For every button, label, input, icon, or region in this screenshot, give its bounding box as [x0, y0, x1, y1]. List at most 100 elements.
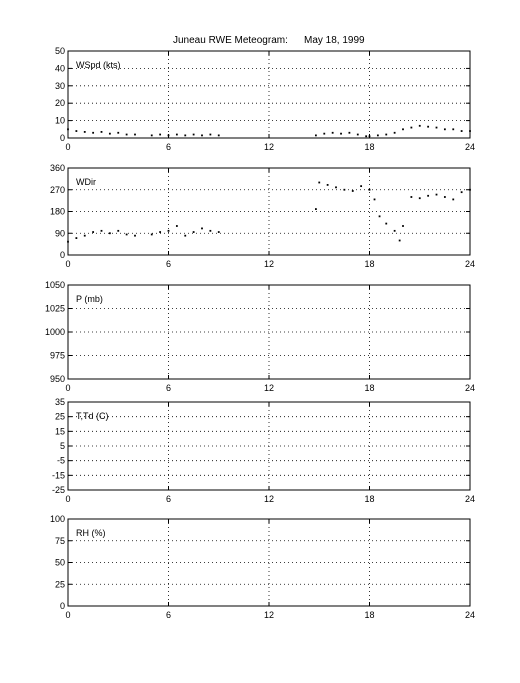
data-point	[318, 181, 321, 184]
data-point	[125, 233, 128, 236]
x-tick-label: 24	[465, 383, 475, 393]
x-tick-label: 12	[264, 610, 274, 620]
data-point	[418, 124, 421, 127]
y-tick-label: 5	[60, 441, 65, 451]
data-point	[159, 133, 162, 136]
panel-label: WSpd (kts)	[76, 60, 121, 70]
data-point	[175, 225, 178, 227]
x-tick-label: 18	[364, 142, 374, 152]
data-point	[427, 125, 430, 128]
panel-label: P (mb)	[76, 294, 103, 304]
data-point	[108, 132, 111, 135]
data-point	[217, 134, 220, 137]
data-point	[184, 234, 187, 237]
data-point	[326, 184, 329, 186]
data-point	[117, 229, 120, 232]
data-point	[167, 134, 170, 137]
data-point	[125, 133, 128, 136]
data-point	[378, 215, 381, 218]
data-point	[348, 131, 351, 134]
y-tick-label: -25	[52, 485, 65, 495]
x-tick-label: 12	[264, 259, 274, 269]
x-tick-label: 6	[166, 494, 171, 504]
panel-4: -25 -15 -5 5 15 25 35 0 6 12 18 24 T,Td (C)	[52, 397, 475, 504]
y-tick-label: 0	[60, 133, 65, 143]
data-point	[184, 134, 187, 137]
data-point	[150, 134, 153, 137]
data-point	[402, 225, 404, 227]
data-point	[315, 208, 317, 210]
data-point	[100, 131, 103, 133]
data-point	[356, 133, 359, 136]
x-tick-label: 0	[65, 259, 70, 269]
y-tick-label: 35	[55, 397, 65, 407]
data-point	[373, 198, 376, 201]
data-point	[452, 128, 455, 131]
y-tick-label: 180	[50, 207, 65, 217]
data-point	[167, 229, 170, 232]
data-point	[209, 229, 212, 232]
data-point	[376, 134, 379, 137]
y-tick-label: 25	[55, 412, 65, 422]
data-point	[385, 133, 388, 136]
x-tick-label: 24	[465, 610, 475, 620]
data-point	[368, 135, 371, 138]
data-point	[343, 188, 346, 191]
y-tick-label: 50	[55, 558, 65, 568]
panel-label: T,Td (C)	[76, 411, 109, 421]
data-point	[385, 222, 388, 225]
y-tick-label: 360	[50, 163, 65, 173]
y-tick-label: 25	[55, 579, 65, 589]
data-point	[335, 186, 337, 189]
x-tick-label: 18	[364, 383, 374, 393]
data-point	[150, 233, 153, 236]
data-point	[435, 193, 438, 196]
data-point	[443, 128, 446, 131]
chart-title-station: Juneau RWE Meteogram:	[173, 35, 288, 46]
data-point	[402, 128, 404, 131]
data-point	[410, 196, 413, 198]
data-point	[393, 229, 396, 232]
data-point	[201, 134, 203, 137]
data-point	[92, 131, 95, 134]
x-tick-label: 12	[264, 142, 274, 152]
data-point	[92, 231, 95, 233]
panel-2: 0 90 180 270 360 0 6 12 18 24 WDir	[50, 163, 475, 269]
data-point	[134, 133, 136, 136]
data-point	[192, 231, 195, 233]
y-tick-label: 950	[50, 374, 65, 384]
data-point	[340, 132, 342, 135]
data-point	[393, 131, 396, 134]
data-point	[460, 191, 463, 194]
y-tick-label: -15	[52, 470, 65, 480]
x-tick-label: 0	[65, 494, 70, 504]
data-point	[117, 131, 120, 134]
y-tick-label: 100	[50, 514, 65, 524]
data-point	[67, 240, 69, 243]
data-point	[201, 227, 203, 230]
data-point	[108, 232, 111, 235]
data-point	[100, 229, 103, 232]
data-point	[368, 188, 371, 191]
panel-1: 0 10 20 30 40 50 0 6 12 18 24 WSpd (kts)	[55, 46, 475, 152]
y-tick-label: 20	[55, 98, 65, 108]
y-tick-label: 30	[55, 81, 65, 91]
y-tick-label: 15	[55, 426, 65, 436]
y-tick-label: 975	[50, 351, 65, 361]
data-point	[175, 133, 178, 136]
data-point	[398, 239, 401, 242]
data-point	[418, 197, 421, 200]
x-tick-label: 18	[364, 259, 374, 269]
x-tick-label: 18	[364, 494, 374, 504]
data-point	[452, 198, 455, 201]
y-tick-label: 75	[55, 536, 65, 546]
data-point	[360, 185, 363, 188]
plot-frame	[67, 50, 471, 139]
panel-label: WDir	[76, 177, 96, 187]
data-point	[83, 234, 86, 237]
data-point	[435, 126, 438, 129]
data-point	[83, 131, 86, 133]
data-point	[469, 188, 471, 191]
data-point	[75, 130, 78, 132]
